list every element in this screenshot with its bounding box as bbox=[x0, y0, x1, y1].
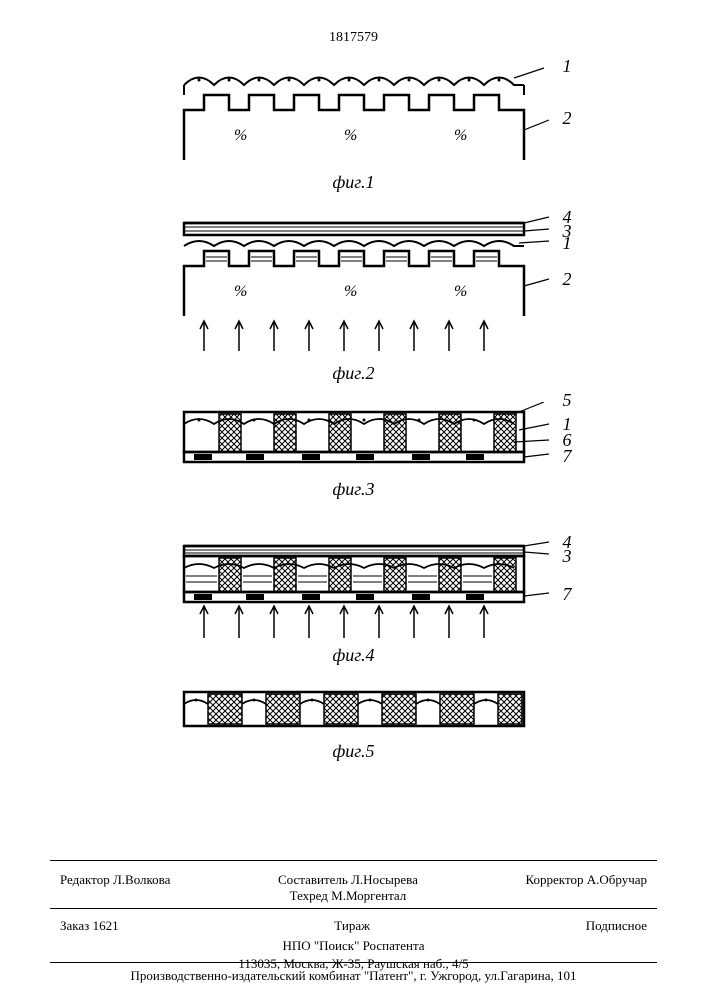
figure-2: %%% bbox=[144, 211, 564, 384]
svg-text:%: % bbox=[454, 127, 467, 144]
figure-4: 4 3 7 фиг.4 bbox=[144, 538, 564, 666]
fig3-caption: фиг.3 bbox=[144, 479, 564, 500]
svg-text:%: % bbox=[234, 127, 247, 144]
svg-text:%: % bbox=[344, 283, 357, 300]
figure-3-svg bbox=[144, 402, 564, 477]
figure-5: фиг.5 bbox=[144, 684, 564, 762]
figure-5-svg bbox=[144, 684, 564, 739]
svg-text:%: % bbox=[344, 127, 357, 144]
fig1-label-2: 2 bbox=[563, 108, 572, 129]
svg-text:%: % bbox=[454, 283, 467, 300]
document-number: 1817579 bbox=[0, 30, 707, 46]
fig1-label-1: 1 bbox=[563, 56, 572, 77]
page: 1817579 bbox=[0, 0, 707, 1000]
printer-line: Производственно-издательский комбинат "П… bbox=[60, 968, 647, 984]
divider-1 bbox=[50, 860, 657, 861]
footer-credits: Редактор Л.Волкова Составитель Л.Носырев… bbox=[60, 868, 647, 908]
editor: Редактор Л.Волкова bbox=[60, 872, 170, 904]
compiler-techred: Составитель Л.Носырева Техред М.Моргента… bbox=[278, 872, 418, 904]
figure-4-svg bbox=[144, 538, 564, 643]
divider-3 bbox=[50, 962, 657, 963]
divider-2 bbox=[50, 908, 657, 909]
corrector: Корректор А.Обручар bbox=[526, 872, 647, 904]
svg-text:%: % bbox=[234, 283, 247, 300]
fig4-label-3: 3 bbox=[563, 546, 572, 567]
fig1-caption: фиг.1 bbox=[144, 172, 564, 193]
fig4-label-7: 7 bbox=[563, 584, 572, 605]
org-line1: НПО "Поиск" Роспатента bbox=[60, 938, 647, 954]
fig3-label-7: 7 bbox=[563, 446, 572, 467]
figure-1: %%% 1 2 фиг.1 bbox=[144, 60, 564, 193]
figure-3: 5 1 6 7 фиг.3 bbox=[144, 402, 564, 500]
fig4-caption: фиг.4 bbox=[144, 645, 564, 666]
subscription: Подписное bbox=[586, 918, 647, 934]
order: Заказ 1621 bbox=[60, 918, 119, 934]
footer-order: Заказ 1621 Тираж Подписное НПО "Поиск" Р… bbox=[60, 914, 647, 974]
footer-printer: Производственно-издательский комбинат "П… bbox=[60, 968, 647, 984]
fig5-caption: фиг.5 bbox=[144, 741, 564, 762]
figure-2-svg: %%% bbox=[144, 211, 564, 361]
fig3-label-5: 5 bbox=[563, 390, 572, 411]
fig2-label-1: 1 bbox=[563, 233, 572, 254]
tirazh: Тираж bbox=[334, 918, 370, 934]
fig2-label-2: 2 bbox=[563, 269, 572, 290]
figure-1-svg: %%% bbox=[144, 60, 564, 170]
fig2-caption: фиг.2 bbox=[144, 363, 564, 384]
figures-area: %%% 1 2 фиг.1 bbox=[0, 60, 707, 762]
